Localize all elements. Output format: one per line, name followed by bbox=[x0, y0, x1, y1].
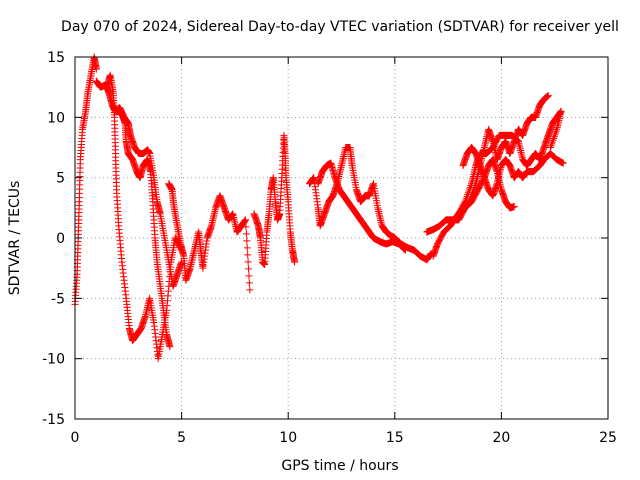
data-point bbox=[245, 272, 253, 280]
y-tick-label: -15 bbox=[42, 412, 65, 428]
data-point bbox=[461, 198, 469, 206]
data-point bbox=[553, 125, 561, 133]
data-point bbox=[559, 159, 567, 167]
data-point bbox=[465, 187, 473, 195]
x-tick-label: 0 bbox=[71, 430, 80, 446]
data-point bbox=[243, 237, 251, 245]
data-point bbox=[92, 65, 100, 73]
data-point bbox=[246, 286, 254, 294]
series-trace-11 bbox=[455, 107, 565, 218]
data-point bbox=[547, 142, 555, 150]
y-tick-label: 10 bbox=[47, 110, 65, 126]
data-point bbox=[242, 216, 250, 224]
y-axis-label: SDTVAR / TECUs bbox=[7, 181, 23, 296]
data-point bbox=[244, 258, 252, 266]
data-point bbox=[551, 131, 559, 139]
data-point bbox=[245, 265, 253, 273]
series-trace-4 bbox=[109, 104, 174, 351]
data-point bbox=[401, 245, 409, 253]
data-point bbox=[463, 192, 471, 200]
data-point bbox=[548, 140, 556, 148]
data-point bbox=[461, 199, 469, 207]
data-point bbox=[243, 244, 251, 252]
data-point bbox=[546, 144, 554, 151]
y-tick-label: -10 bbox=[42, 352, 65, 368]
x-tick-label: 20 bbox=[492, 430, 510, 446]
data-point bbox=[467, 182, 475, 190]
data-point bbox=[552, 127, 560, 135]
data-point bbox=[400, 245, 408, 253]
data-point bbox=[466, 183, 474, 191]
x-tick-label: 15 bbox=[386, 430, 404, 446]
data-point bbox=[552, 129, 560, 137]
data-point bbox=[548, 138, 556, 146]
x-tick-label: 25 bbox=[599, 430, 617, 446]
series-trace-5 bbox=[165, 180, 254, 294]
y-tick-label: 15 bbox=[47, 50, 65, 66]
y-tick-label: 5 bbox=[56, 171, 65, 187]
series-trace-12 bbox=[459, 144, 567, 200]
data-point bbox=[464, 191, 472, 199]
data-point bbox=[550, 133, 558, 141]
series-trace-6 bbox=[250, 131, 299, 269]
data-point bbox=[510, 203, 518, 211]
data-point bbox=[291, 258, 299, 266]
data-point bbox=[244, 251, 252, 259]
data-point bbox=[550, 134, 558, 142]
data-point bbox=[242, 230, 250, 238]
axis-ticks: 0 5 10 15 20 25 -15 -10 -5 0 5 10 15 bbox=[42, 50, 617, 446]
x-tick-label: 10 bbox=[279, 430, 297, 446]
data-point bbox=[462, 194, 470, 202]
data-point bbox=[462, 196, 470, 204]
data-point bbox=[464, 189, 472, 197]
data-point bbox=[242, 223, 250, 231]
data-point bbox=[166, 343, 174, 351]
y-tick-label: 0 bbox=[56, 231, 65, 247]
series-trace-8 bbox=[314, 159, 409, 254]
y-tick-label: -5 bbox=[51, 291, 65, 307]
data-point bbox=[401, 246, 409, 254]
chart-title: Day 070 of 2024, Sidereal Day-to-day VTE… bbox=[61, 19, 619, 35]
data-point bbox=[544, 92, 552, 100]
data-point bbox=[513, 136, 521, 144]
data-point bbox=[245, 279, 253, 287]
data-point bbox=[466, 185, 474, 193]
series-trace-7 bbox=[306, 144, 435, 264]
x-axis-label: GPS time / hours bbox=[281, 458, 398, 474]
x-tick-label: 5 bbox=[177, 430, 186, 446]
data-points bbox=[71, 53, 567, 363]
data-point bbox=[549, 136, 557, 144]
